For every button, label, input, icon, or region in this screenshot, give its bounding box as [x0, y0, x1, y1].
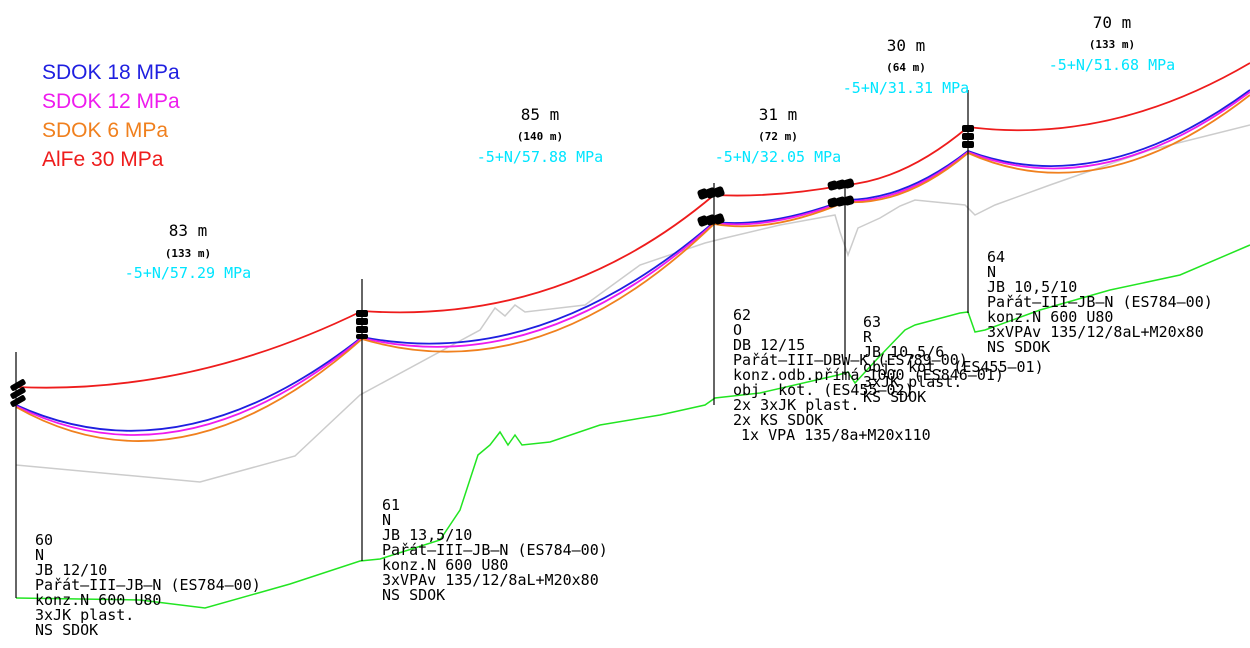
span-label-5: 70 m (133 m) -5+N/51.68 MPa [1049, 13, 1175, 74]
span-tension: -5+N/31.31 MPa [843, 79, 969, 97]
pole-info-line: 60 [35, 531, 53, 549]
pole-info-line: Pařát–III–JB–N (ES784–00) [35, 576, 261, 594]
conductor-sdok18-span5 [967, 89, 1250, 167]
span-tension: -5+N/57.29 MPa [125, 264, 251, 282]
span-length: 31 m [759, 105, 798, 124]
conductor-sdok18-span1 [15, 336, 363, 432]
span-labels: 83 m (133 m) -5+N/57.29 MPa 85 m (140 m)… [125, 13, 1175, 282]
span-label-3: 31 m (72 m) -5+N/32.05 MPa [715, 105, 841, 166]
span-tension: -5+N/51.68 MPa [1049, 56, 1175, 74]
conductor-sdok12-span4 [844, 151, 969, 202]
conductor-alfe30-span3 [713, 184, 846, 197]
conductor-sdok12-span3 [713, 200, 846, 226]
pole-info-line: 3xJK plast. [35, 606, 134, 624]
legend-item-sdok6: SDOK 6 MPa [42, 119, 169, 142]
pole-info-line: JB 10,5/6 [863, 343, 944, 361]
span-label-1: 83 m (133 m) -5+N/57.29 MPa [125, 221, 251, 282]
span-tension: -5+N/57.88 MPa [477, 148, 603, 166]
span-length: 30 m [887, 36, 926, 55]
pole-info-line: konz.N 600 U80 [35, 591, 161, 609]
conductor-alfe30-span2 [361, 194, 715, 314]
pole-info-line: NS SDOK [382, 586, 445, 604]
pole-info-line: 1x VPA 135/8a+M20x110 [741, 426, 931, 444]
span-length: 85 m [521, 105, 560, 124]
insulator-pole-64 [962, 125, 974, 148]
conductor-sdok6-span3 [713, 201, 846, 228]
span-length: 83 m [169, 221, 208, 240]
span-length: 70 m [1093, 13, 1132, 32]
pole-info-line: N [35, 546, 44, 564]
pole-info-line: 63 [863, 313, 881, 331]
pole-info-line: konz.odb.přímá 1000 (ES846–01) [733, 366, 1004, 384]
pole-info-line: 62 [733, 306, 751, 324]
pole-info-line: 64 [987, 248, 1005, 266]
conductor-alfe30-span5 [967, 62, 1250, 132]
pole-info-line: konz.N 600 U80 [987, 308, 1113, 326]
conductor-sdok6-span4 [844, 152, 969, 204]
pole-info-line: DB 12/15 [733, 336, 805, 354]
conductor-sdok6-span5 [967, 94, 1250, 174]
conductor-sdok18-span3 [713, 199, 846, 224]
insulator-pole-62 [697, 186, 725, 227]
conductor-sdok18-span2 [361, 221, 715, 345]
conductor-sdok12-span5 [967, 91, 1250, 170]
pole-info-line: NS SDOK [35, 621, 98, 639]
pole-info-line: obj. kot. (ES455–02) [733, 381, 914, 399]
pole-info-line: N [382, 511, 391, 529]
span-sub-length: (133 m) [1089, 38, 1135, 51]
pole-info-line: N [987, 263, 996, 281]
insulator-pole-61 [356, 310, 368, 339]
pole-info-line: R [863, 328, 873, 346]
conductor-curves [15, 62, 1250, 442]
span-sub-length: (64 m) [886, 61, 926, 74]
terrain-line [15, 244, 1250, 609]
conductor-sdok6-span1 [15, 338, 363, 442]
conductor-alfe30-span4 [844, 126, 969, 186]
span-tension: -5+N/32.05 MPa [715, 148, 841, 166]
span-sub-length: (140 m) [517, 130, 563, 143]
pole-info-line: konz.N 600 U80 [382, 556, 508, 574]
pole-info-line: KS SDOK [863, 388, 926, 406]
pole-info-line: JB 13,5/10 [382, 526, 472, 544]
conductor-sdok12-span1 [15, 337, 363, 436]
pole-info-line: 3xVPAv 135/12/8aL+M20x80 [987, 323, 1204, 341]
pole-info-line: NS SDOK [987, 338, 1050, 356]
span-label-4: 30 m (64 m) -5+N/31.31 MPa [843, 36, 969, 97]
pole-info-line: JB 10,5/10 [987, 278, 1077, 296]
pole-info-line: Pařát–III–DBW–K (ES789–00) [733, 351, 968, 369]
conductor-sdok6-span2 [361, 223, 715, 353]
conductor-alfe30-span1 [15, 310, 363, 389]
legend-item-sdok18: SDOK 18 MPa [42, 61, 180, 84]
pole-info-line: Pařát–III–JB–N (ES784–00) [382, 541, 608, 559]
pole-info-line: JB 12/10 [35, 561, 107, 579]
span-sub-length: (72 m) [758, 130, 798, 143]
conductor-sdok12-span2 [361, 222, 715, 348]
pole-info-line: Pařát–III–JB–N (ES784–00) [987, 293, 1213, 311]
insulators [10, 125, 974, 407]
legend: SDOK 18 MPa SDOK 12 MPa SDOK 6 MPa AlFe … [42, 58, 180, 174]
pole-info-line: 61 [382, 496, 400, 514]
reference-ground-line [15, 124, 1250, 483]
pole-info-line: 3xJK plast. [863, 373, 962, 391]
pole-info-line: 2x KS SDOK [733, 411, 823, 429]
legend-item-alfe30: AlFe 30 MPa [42, 148, 164, 171]
span-sub-length: (133 m) [165, 247, 211, 260]
pole-info-line: 2x 3xJK plast. [733, 396, 859, 414]
insulator-pole-60 [10, 379, 26, 407]
pole-info-line: O [733, 321, 742, 339]
insulator-pole-63 [827, 178, 855, 208]
conductor-sdok18-span4 [844, 150, 969, 201]
legend-item-sdok12: SDOK 12 MPa [42, 90, 180, 113]
pole-info-line: 3xVPAv 135/12/8aL+M20x80 [382, 571, 599, 589]
span-label-2: 85 m (140 m) -5+N/57.88 MPa [477, 105, 603, 166]
pole-info-line: obj. kot. (ES455–01) [863, 358, 1044, 376]
